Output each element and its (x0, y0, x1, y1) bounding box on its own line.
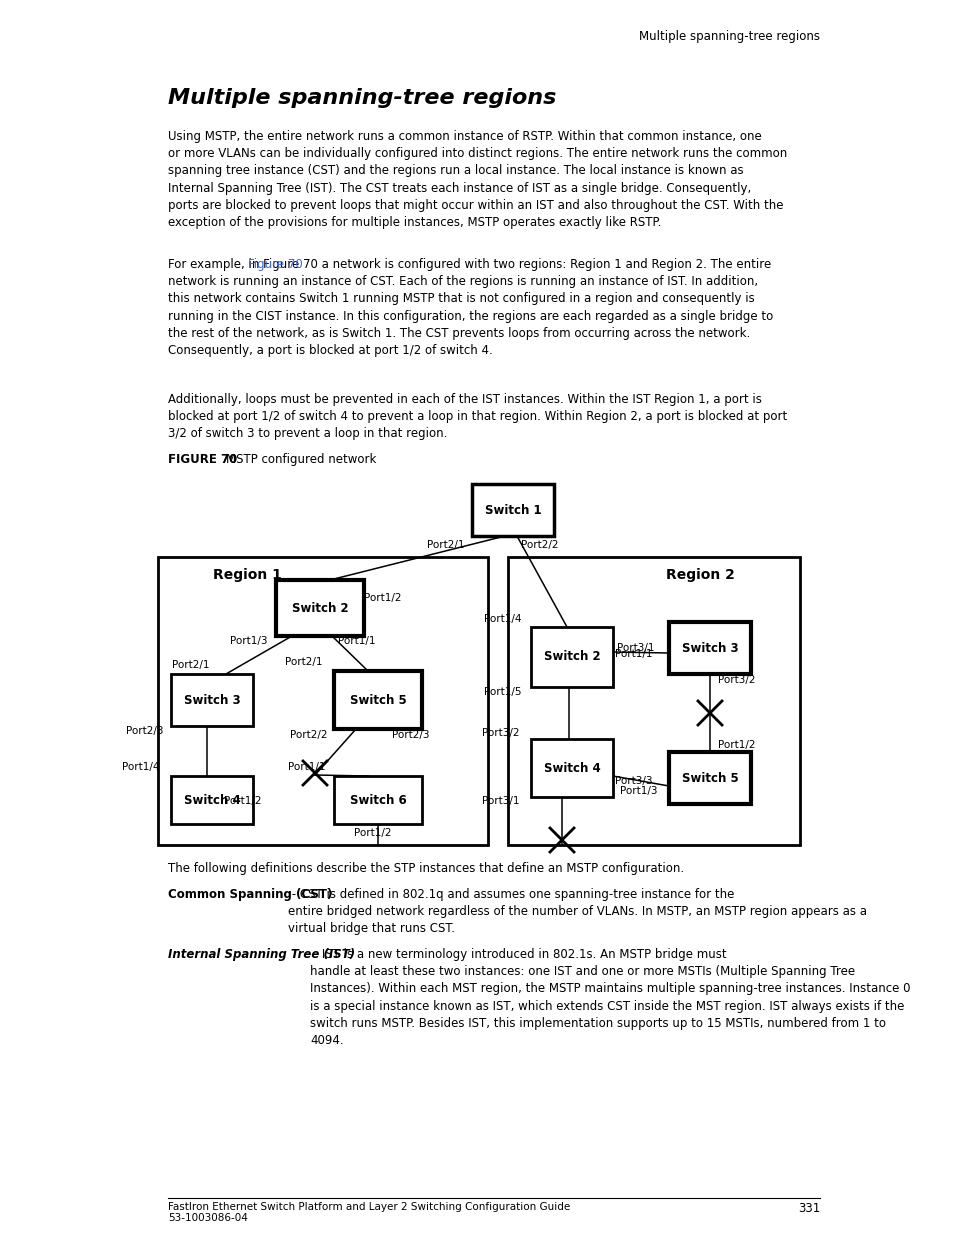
Text: Port2/3: Port2/3 (392, 730, 429, 740)
Text: Port1/3: Port1/3 (231, 636, 268, 646)
Text: Figure 70: Figure 70 (248, 258, 302, 270)
Text: Port1/1: Port1/1 (288, 762, 326, 772)
Bar (334, 776, 421, 824)
Text: Switch 3: Switch 3 (184, 694, 240, 706)
Text: Port1/4: Port1/4 (484, 614, 521, 624)
Bar (472, 484, 554, 536)
Text: Port3/3: Port3/3 (615, 776, 652, 785)
Bar (171, 674, 253, 726)
Text: MSTP configured network: MSTP configured network (226, 453, 376, 466)
Text: Port3/2: Port3/2 (718, 676, 755, 685)
Text: Using MSTP, the entire network runs a common instance of RSTP. Within that commo: Using MSTP, the entire network runs a co… (168, 130, 786, 228)
Text: - IST is a new terminology introduced in 802.1s. An MSTP bridge must
handle at l: - IST is a new terminology introduced in… (310, 948, 909, 1047)
Text: Port1/4: Port1/4 (122, 762, 160, 772)
Text: Switch 4: Switch 4 (543, 762, 599, 774)
Text: Switch 2: Switch 2 (292, 601, 348, 615)
Text: Internal Spanning Tree (IST): Internal Spanning Tree (IST) (168, 948, 355, 961)
Text: Port3/2: Port3/2 (482, 727, 519, 739)
Bar (531, 739, 613, 797)
Text: 53-1003086-04: 53-1003086-04 (168, 1213, 248, 1223)
Text: FIGURE 70: FIGURE 70 (168, 453, 241, 466)
Text: FastIron Ethernet Switch Platform and Layer 2 Switching Configuration Guide: FastIron Ethernet Switch Platform and La… (168, 1202, 570, 1212)
Text: Port3/1: Port3/1 (617, 643, 655, 653)
Text: Port1/3: Port1/3 (619, 785, 658, 797)
Text: Port2/3: Port2/3 (127, 726, 164, 736)
Text: 331: 331 (797, 1202, 820, 1215)
Text: Switch 5: Switch 5 (349, 694, 406, 706)
Text: Port2/1: Port2/1 (172, 659, 210, 671)
Bar (668, 752, 750, 804)
Text: Switch 5: Switch 5 (680, 772, 738, 784)
Text: Port1/2: Port1/2 (354, 827, 392, 839)
Bar (668, 622, 750, 674)
Text: Switch 1: Switch 1 (484, 504, 540, 516)
Text: The following definitions describe the STP instances that define an MSTP configu: The following definitions describe the S… (168, 862, 683, 876)
Text: For example, in Figure 70 a network is configured with two regions: Region 1 and: For example, in Figure 70 a network is c… (168, 258, 773, 357)
Text: Port1/2: Port1/2 (364, 593, 401, 603)
Text: Multiple spanning-tree regions: Multiple spanning-tree regions (639, 30, 820, 43)
Bar (334, 671, 421, 729)
Text: Port2/2: Port2/2 (291, 730, 328, 740)
Text: Port2/1: Port2/1 (285, 657, 323, 667)
Text: Switch 2: Switch 2 (543, 651, 599, 663)
Text: Switch 3: Switch 3 (681, 641, 738, 655)
Text: - CST is defined in 802.1q and assumes one spanning-tree instance for the
entire: - CST is defined in 802.1q and assumes o… (288, 888, 866, 935)
Bar (171, 776, 253, 824)
Text: Additionally, loops must be prevented in each of the IST instances. Within the I: Additionally, loops must be prevented in… (168, 393, 786, 441)
Text: Port1/2: Port1/2 (718, 740, 755, 750)
Bar (531, 627, 613, 687)
Text: Port1/5: Port1/5 (484, 687, 521, 697)
Bar (158, 557, 488, 845)
Text: Region 1: Region 1 (213, 568, 281, 582)
Text: Multiple spanning-tree regions: Multiple spanning-tree regions (168, 88, 556, 107)
Text: Port2/2: Port2/2 (520, 540, 558, 550)
Text: Region 2: Region 2 (665, 568, 734, 582)
Text: Switch 4: Switch 4 (183, 794, 240, 806)
Text: Port1/2: Port1/2 (224, 797, 261, 806)
Text: Switch 6: Switch 6 (349, 794, 406, 806)
Text: Port2/1: Port2/1 (427, 540, 464, 550)
Bar (275, 580, 364, 636)
Text: Port3/1: Port3/1 (482, 797, 519, 806)
Bar (507, 557, 800, 845)
Text: Common Spanning (CST): Common Spanning (CST) (168, 888, 332, 902)
Text: Port1/1: Port1/1 (337, 636, 375, 646)
Text: Port1/1: Port1/1 (615, 650, 652, 659)
